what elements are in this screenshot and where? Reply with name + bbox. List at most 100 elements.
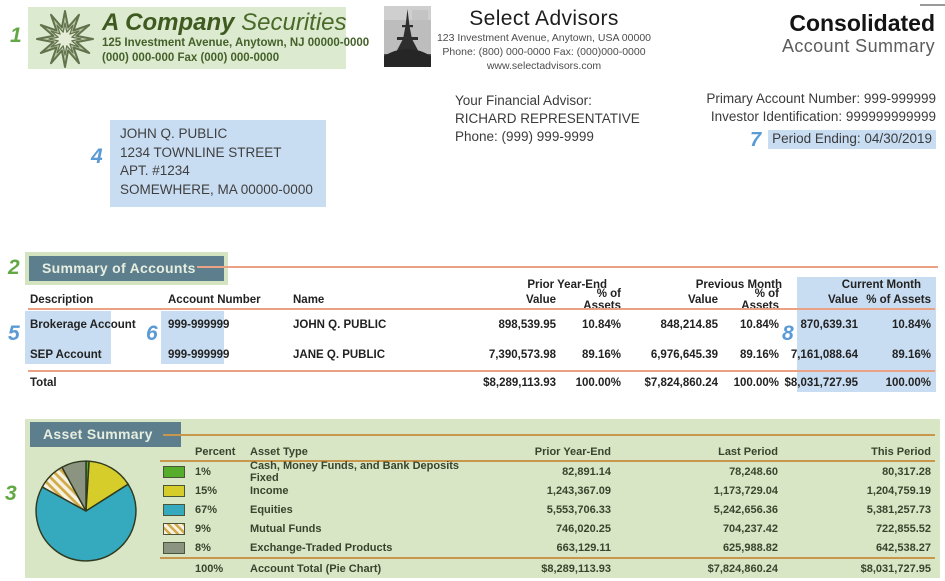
total-prev-pct: 100.00% <box>733 377 779 389</box>
cell-prev-pct: 89.16% <box>739 349 779 361</box>
cell-asset-type: Cash, Money Funds, and Bank Deposits Fix… <box>250 459 460 484</box>
col-header-account-number: Account Number <box>168 293 261 306</box>
total-curr-value: $8,031,727.95 <box>784 377 858 389</box>
advisor-name: RICHARD REPRESENTATIVE <box>455 110 640 126</box>
broker-phone: (000) 000-000 Fax (000) 000-0000 <box>102 51 280 64</box>
legend-swatch-equities <box>163 503 185 516</box>
callout-4: 4 <box>91 145 103 168</box>
document-title-line2: Account Summary <box>781 36 935 57</box>
cell-prior-pct: 89.16% <box>581 349 621 361</box>
cell-asset-type: Equities <box>250 503 293 516</box>
col-header-prior-year-end: Prior Year-End <box>534 446 611 458</box>
summary-of-accounts-table: Prior Year-End Previous Month Current Mo… <box>28 278 935 394</box>
eiffel-tower-image <box>384 6 431 67</box>
cell-percent: 67% <box>195 503 218 516</box>
callout-1: 1 <box>10 24 22 47</box>
cell-prior-value: 7,390,573.98 <box>488 349 556 361</box>
broker-name-light: Securities <box>234 9 347 37</box>
recipient-name: JOHN Q. PUBLIC <box>120 126 228 141</box>
cell-percent: 15% <box>195 484 218 497</box>
col-header-name: Name <box>293 293 325 306</box>
col-header-percent: Percent <box>195 446 236 458</box>
cell-last: 704,237.42 <box>722 522 778 535</box>
cell-curr-value: 870,639.31 <box>800 319 858 331</box>
cell-prev-value: 6,976,645.39 <box>650 349 718 361</box>
investor-identification: Investor Identification: 999999999999 <box>710 108 936 124</box>
cell-prior: 5,553,706.33 <box>546 503 611 516</box>
cell-prior: 1,243,367.09 <box>546 484 611 497</box>
cell-last: 78,248.60 <box>729 465 778 478</box>
total-last: $7,824,860.24 <box>707 562 778 575</box>
period-ending: Period Ending: 04/30/2019 <box>768 130 936 150</box>
cell-description: Brokerage Account <box>30 319 136 331</box>
recipient-address-block: JOHN Q. PUBLIC 1234 TOWNLINE STREET APT.… <box>110 120 326 207</box>
total-prior: $8,289,113.93 <box>541 562 611 575</box>
advisor-phone: Phone: (999) 999-9999 <box>455 128 594 144</box>
cell-percent: 8% <box>195 541 211 554</box>
cell-this: 80,317.28 <box>882 465 931 478</box>
col-header-this-period: This Period <box>871 446 931 458</box>
cell-this: 642,538.27 <box>875 541 931 554</box>
cell-prior-value: 898,539.95 <box>498 319 556 331</box>
firm-phone: Phone: (800) 000-0000 Fax: (000)000-0000 <box>442 46 646 59</box>
recipient-street: 1234 TOWNLINE STREET <box>120 144 282 160</box>
total-prev-value: $7,824,860.24 <box>644 377 718 389</box>
advisory-firm-block: Select Advisors 123 Investment Avenue, A… <box>433 7 655 74</box>
cell-prev-pct: 10.84% <box>739 319 779 331</box>
advisor-label: Your Financial Advisor: <box>455 93 592 108</box>
callout-8: 8 <box>782 322 794 345</box>
cell-account-number: 999-999999 <box>168 319 230 331</box>
group-header-previous: Previous Month <box>695 278 782 291</box>
col-header-description: Description <box>30 293 94 306</box>
recipient-city: SOMEWHERE, MA 00000-0000 <box>120 181 313 197</box>
divider <box>163 434 935 436</box>
starburst-logo-icon <box>36 10 94 68</box>
firm-website: www.selectadvisors.com <box>486 60 602 73</box>
highlight-description-column <box>25 311 111 364</box>
legend-swatch-cash <box>163 465 185 478</box>
cell-account-number: 999-999999 <box>168 349 230 361</box>
primary-account-number: Primary Account Number: 999-999999 <box>706 91 936 106</box>
summary-of-accounts-header: Summary of Accounts <box>25 252 228 285</box>
cell-this: 5,381,257.73 <box>866 503 931 516</box>
group-header-prior: Prior Year-End <box>527 278 607 291</box>
cell-last: 1,173,729.04 <box>713 484 778 497</box>
cell-percent: 9% <box>195 522 211 535</box>
cell-prior-pct: 10.84% <box>581 319 621 331</box>
cell-percent: 1% <box>195 465 211 478</box>
cell-last: 625,988.82 <box>722 541 778 554</box>
recipient-apt: APT. #1234 <box>120 163 190 179</box>
col-header-value: Value <box>827 293 858 306</box>
legend-swatch-etp <box>163 541 185 554</box>
cell-prior: 82,891.14 <box>562 465 611 478</box>
cell-curr-pct: 89.16% <box>891 349 931 361</box>
page-edge-mark <box>920 4 945 6</box>
col-header-value: Value <box>525 293 556 306</box>
cell-asset-type: Mutual Funds <box>250 522 322 535</box>
highlight-account-number-column <box>161 311 224 364</box>
legend-swatch-mutual-funds <box>163 522 185 535</box>
asset-allocation-pie-chart <box>35 460 137 562</box>
financial-advisor-block: Your Financial Advisor: RICHARD REPRESEN… <box>455 92 640 145</box>
cell-last: 5,242,656.36 <box>713 503 778 516</box>
cell-curr-pct: 10.84% <box>891 319 931 331</box>
callout-7: 7 <box>749 128 762 151</box>
broker-name-bold: A Company <box>102 9 235 37</box>
col-header-pct: % of Assets <box>866 293 931 306</box>
total-this: $8,031,727.95 <box>860 562 931 575</box>
col-header-value: Value <box>687 293 718 306</box>
asset-summary-table: Percent Asset Type Prior Year-End Last P… <box>160 444 935 578</box>
cell-name: JANE Q. PUBLIC <box>293 349 386 361</box>
callout-6: 6 <box>146 322 158 345</box>
callout-3: 3 <box>5 482 17 505</box>
group-header-current: Current Month <box>841 278 921 291</box>
section-title: Asset Summary <box>30 422 181 447</box>
total-prior-pct: 100.00% <box>575 377 621 389</box>
callout-5: 5 <box>8 322 20 345</box>
cell-asset-type: Income <box>250 484 289 497</box>
highlight-current-month-column <box>797 277 936 392</box>
total-label: Total <box>30 377 57 389</box>
cell-prev-value: 848,214.85 <box>660 319 718 331</box>
callout-2: 2 <box>8 256 20 279</box>
cell-description: SEP Account <box>30 349 102 361</box>
